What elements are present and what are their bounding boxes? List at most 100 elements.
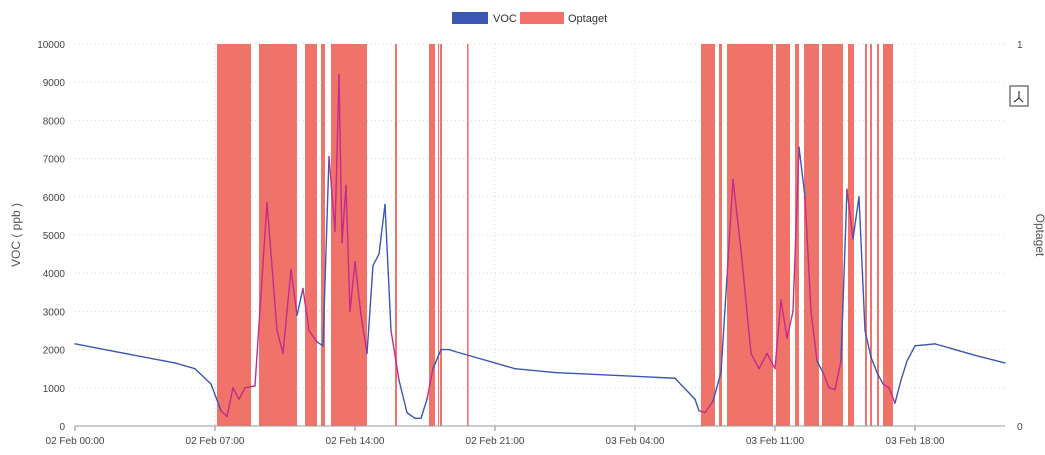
legend-label-optaget[interactable]: Optaget bbox=[568, 13, 607, 25]
grid bbox=[75, 43, 1005, 426]
optaget-band bbox=[438, 44, 439, 426]
voc-line-segment bbox=[974, 354, 1006, 364]
voc-line-segment bbox=[448, 348, 456, 353]
voc-line-segment bbox=[694, 398, 700, 412]
voc-line-segment bbox=[308, 329, 318, 343]
voc-line-segment bbox=[934, 343, 956, 351]
legend-swatch-voc[interactable] bbox=[452, 12, 488, 24]
optaget-band bbox=[865, 44, 867, 426]
voc-line-segment bbox=[774, 299, 782, 370]
voc-line-segment bbox=[798, 146, 806, 198]
y-tick-label-left: 2000 bbox=[43, 346, 66, 357]
optaget-band bbox=[795, 44, 799, 426]
x-tick-label: 03 Feb 11:00 bbox=[746, 436, 805, 447]
x-tick-label: 03 Feb 04:00 bbox=[606, 436, 665, 447]
voc-line-segment bbox=[766, 352, 776, 370]
legend-swatch-optaget[interactable] bbox=[520, 12, 564, 24]
voc-line-segment bbox=[858, 196, 866, 332]
optaget-band bbox=[719, 44, 722, 426]
voc-line-segment bbox=[810, 310, 818, 362]
y-axis-title-left: VOC ( ppb ) bbox=[9, 203, 23, 267]
voc-line-segment bbox=[816, 360, 824, 374]
voc-line-segment bbox=[366, 264, 374, 355]
voc-line-segment bbox=[154, 358, 176, 364]
y-tick-label-right: 0 bbox=[1017, 422, 1023, 433]
voc-line-segment bbox=[322, 155, 330, 347]
voc-line-segment bbox=[290, 268, 298, 316]
voc-line-segment bbox=[334, 73, 340, 232]
voc-line-segment bbox=[876, 371, 884, 385]
optaget-band bbox=[321, 44, 325, 426]
voc-line-segment bbox=[634, 375, 676, 379]
voc-line-segment bbox=[698, 410, 706, 414]
voc-line-segment bbox=[210, 383, 222, 412]
voc-line-segment bbox=[226, 387, 234, 418]
voc-line-segment bbox=[328, 155, 336, 232]
voc-line-segment bbox=[296, 287, 304, 316]
voc-line-segment bbox=[740, 249, 752, 355]
voc-line-segment bbox=[398, 379, 408, 414]
voc-line-segment bbox=[341, 184, 347, 244]
voc-line-segment bbox=[888, 387, 896, 404]
voc-line-segment bbox=[726, 178, 734, 278]
voc-line-segment bbox=[378, 203, 386, 255]
x-tick-label: 02 Feb 07:00 bbox=[186, 436, 245, 447]
voc-line-segment bbox=[494, 362, 516, 370]
voc-line-segment bbox=[864, 329, 872, 358]
voc-line-segment bbox=[514, 368, 556, 374]
voc-line-segment bbox=[316, 341, 324, 347]
voc-line-segment bbox=[220, 410, 228, 418]
voc-line-segment bbox=[345, 184, 351, 313]
optaget-band bbox=[870, 44, 872, 426]
y-tick-label-left: 5000 bbox=[43, 231, 66, 242]
export-icon[interactable] bbox=[1009, 85, 1029, 107]
voc-line-segment bbox=[828, 387, 836, 391]
y-tick-label-left: 10000 bbox=[37, 40, 65, 51]
voc-line-segment bbox=[302, 287, 310, 332]
voc-line-segment bbox=[406, 411, 416, 420]
y-tick-label-left: 6000 bbox=[43, 193, 66, 204]
x-tick-label: 03 Feb 18:00 bbox=[886, 436, 945, 447]
voc-line-segment bbox=[282, 268, 292, 355]
optaget-band bbox=[877, 44, 879, 426]
optaget-band bbox=[217, 44, 251, 426]
y-axis-title-right: Optaget bbox=[1033, 214, 1045, 257]
voc-line-segment bbox=[254, 201, 268, 387]
axes: 0100020003000400050006000700080009000100… bbox=[37, 40, 1023, 447]
voc-line-segment bbox=[792, 146, 800, 313]
voc-line-segment bbox=[894, 379, 902, 404]
optaget-band bbox=[429, 44, 435, 426]
voc-line-segment bbox=[750, 352, 760, 370]
voc-line-segment bbox=[426, 368, 434, 400]
voc-line bbox=[74, 73, 1006, 420]
voc-line-segment bbox=[360, 314, 368, 355]
optaget-band bbox=[305, 44, 317, 426]
voc-line-segment bbox=[384, 203, 392, 332]
y-tick-label-left: 7000 bbox=[43, 155, 66, 166]
optaget-bands bbox=[217, 44, 893, 426]
voc-line-segment bbox=[420, 398, 428, 420]
voc-line-segment bbox=[846, 188, 854, 240]
voc-line-segment bbox=[954, 348, 976, 357]
x-tick-label: 02 Feb 00:00 bbox=[46, 436, 105, 447]
x-tick-label: 02 Feb 14:00 bbox=[326, 436, 385, 447]
voc-line-segment bbox=[900, 360, 908, 381]
voc-line-segment bbox=[804, 196, 812, 313]
voc-line-segment bbox=[74, 343, 116, 353]
voc-line-segment bbox=[732, 178, 742, 251]
voc-line-segment bbox=[372, 253, 380, 267]
voc-line-segment bbox=[266, 201, 278, 332]
optaget-band bbox=[822, 44, 843, 426]
legend[interactable]: VOC Optaget bbox=[452, 12, 607, 25]
y-tick-label-left: 9000 bbox=[43, 78, 66, 89]
voc-line-segment bbox=[554, 371, 596, 376]
voc-line-segment bbox=[914, 343, 936, 347]
y-tick-label-left: 4000 bbox=[43, 269, 66, 280]
optaget-band bbox=[727, 44, 773, 426]
optaget-band bbox=[848, 44, 854, 426]
voc-line-segment bbox=[704, 400, 714, 414]
voc-line-segment bbox=[720, 276, 728, 374]
voc-line-segment bbox=[906, 345, 916, 362]
legend-label-voc[interactable]: VOC bbox=[493, 13, 517, 25]
